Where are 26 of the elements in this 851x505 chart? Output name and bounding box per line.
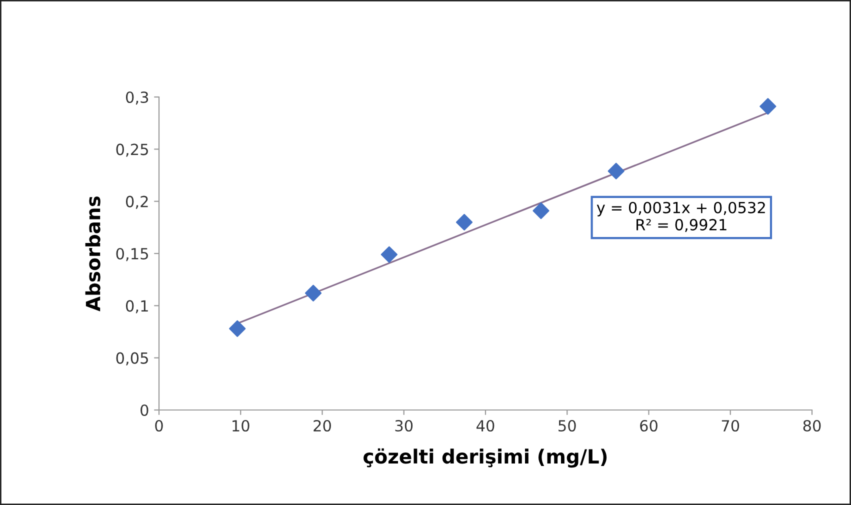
point: [608, 162, 624, 180]
annotation: y = 0,0031x + 0,0532 R² = 0,9921: [596, 202, 765, 232]
y-tick-label: 0,25: [116, 144, 148, 157]
y-tick-label: 0,3: [126, 91, 148, 105]
x-tick-label: 60: [640, 420, 658, 432]
y-axis-title: Absorbans: [85, 196, 100, 312]
x-tick-label: 80: [803, 420, 821, 432]
x-tick-label: 20: [314, 420, 331, 432]
x-tick-label: 10: [232, 420, 250, 432]
point: [532, 202, 550, 220]
y-tick-label: 0,15: [116, 248, 148, 262]
y-tick-label: 0,1: [126, 300, 148, 314]
point: [229, 320, 246, 337]
x-tick-label: 30: [395, 420, 413, 432]
x-tick-label: 70: [722, 420, 740, 432]
x-tick-label: 40: [476, 420, 494, 432]
point: [456, 214, 473, 230]
y-tick-label: 0,05: [116, 352, 148, 366]
x-axis-title: çözelti derişimi (mg/L): [364, 448, 607, 468]
x-tick-label: 0: [155, 420, 163, 432]
x-tick-label: 50: [558, 420, 576, 432]
point: [304, 284, 322, 302]
y-tick-label: 0: [140, 404, 148, 416]
y-tick-label: 0,2: [126, 196, 148, 209]
point: [760, 98, 776, 115]
point: [380, 246, 398, 263]
